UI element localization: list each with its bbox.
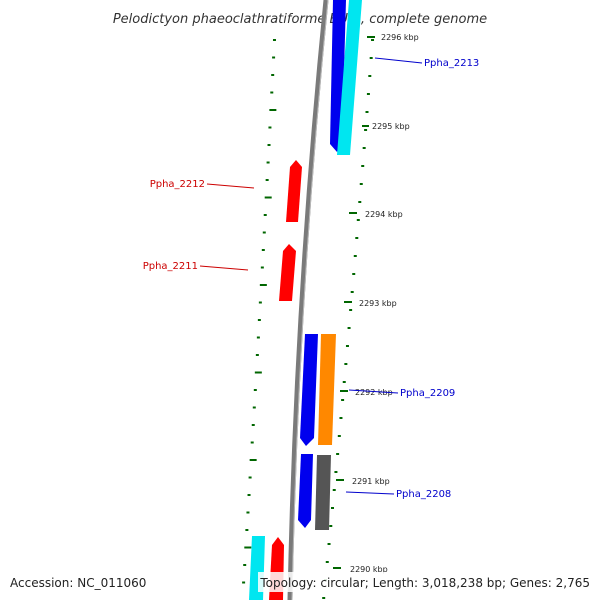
topology-text: Topology: circular; Length: 3,018,238 bp… [259, 576, 590, 590]
leader-line-ppha-2213 [374, 57, 423, 64]
tick-label-2290: 2290 kbp [350, 565, 388, 574]
gene-arrow-red-ppha-2211[interactable] [279, 244, 296, 301]
scale-ticks: 2296 kbp 2295 kbp 2294 kbp 2293 kbp 2292… [333, 33, 419, 574]
gene-box-orange[interactable] [318, 334, 336, 445]
tick-label-2296: 2296 kbp [381, 33, 419, 42]
gene-labels: Ppha_2213 Ppha_2212 Ppha_2211 Ppha_2209 … [143, 57, 479, 500]
tick-label-2293: 2293 kbp [359, 299, 397, 308]
leader-line-ppha-2208 [345, 491, 395, 495]
gene-label-ppha-2213[interactable]: Ppha_2213 [424, 58, 479, 69]
gene-arrow-blue-ppha-2208[interactable] [298, 454, 313, 528]
gene-arrow-cyan-ppha-2213[interactable] [337, 0, 362, 155]
leader-line-ppha-2212 [206, 183, 255, 189]
tick-label-2291: 2291 kbp [352, 477, 390, 486]
inner-tick-track [242, 39, 277, 584]
gene-label-ppha-2209[interactable]: Ppha_2209 [400, 388, 455, 399]
map-title: Pelodictyon phaeoclathratiforme BU-1, co… [113, 12, 487, 27]
gene-label-ppha-2208[interactable]: Ppha_2208 [396, 489, 451, 500]
gene-arrow-red-ppha-2212[interactable] [286, 160, 302, 222]
leader-line-ppha-2211 [199, 265, 249, 271]
gene-label-ppha-2212[interactable]: Ppha_2212 [150, 179, 205, 190]
gene-box-gray[interactable] [315, 455, 331, 530]
leader-line-ppha-2209 [348, 389, 399, 394]
tick-label-2292: 2292 kbp [355, 388, 393, 397]
tick-label-2295: 2295 kbp [372, 122, 410, 131]
gene-arrow-blue-ppha-2209[interactable] [300, 334, 318, 446]
tick-label-2294: 2294 kbp [365, 210, 403, 219]
footer-backdrop [258, 572, 600, 592]
outer-tick-track [322, 39, 375, 599]
gene-label-ppha-2211[interactable]: Ppha_2211 [143, 261, 198, 272]
genome-backbone [287, 0, 329, 600]
accession-text: Accession: NC_011060 [10, 576, 146, 590]
genome-backbone-highlight [291, 0, 329, 600]
